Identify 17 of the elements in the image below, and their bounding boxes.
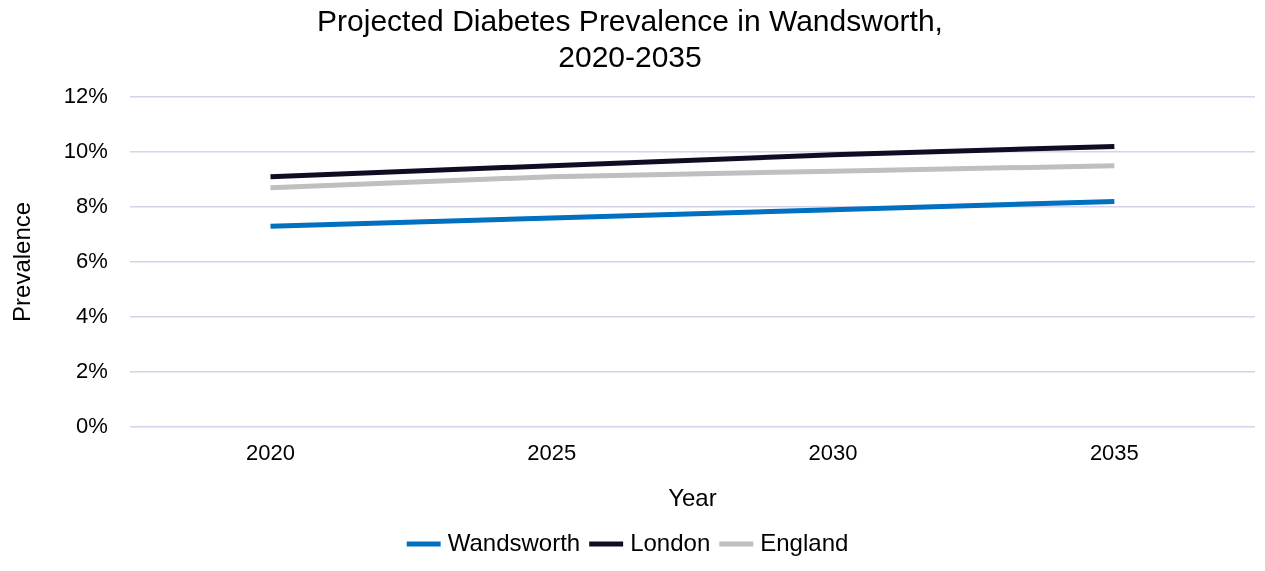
y-tick-label: 10% — [63, 138, 108, 164]
legend-label: England — [760, 528, 849, 556]
x-axis-title: Year — [668, 484, 717, 512]
x-tick-label: 2020 — [246, 440, 295, 466]
x-tick-label: 2035 — [1089, 440, 1139, 466]
legend-label: Wandsworth — [447, 528, 581, 556]
y-tick-label: 6% — [76, 247, 108, 273]
y-tick-label: 12% — [63, 83, 108, 109]
x-tick-label: 2030 — [808, 440, 858, 466]
legend-label: London — [630, 528, 711, 556]
y-tick-label: 4% — [76, 302, 108, 328]
y-tick-label: 8% — [76, 193, 108, 218]
y-tick-label: 2% — [76, 357, 108, 383]
chart-title: Projected Diabetes Prevalence in Wandsworth, 2020-2035 — [317, 4, 943, 74]
y-tick-label: 0% — [76, 412, 108, 438]
x-tick-label: 2025 — [527, 440, 577, 466]
y-axis-title: Prevalence — [8, 201, 36, 322]
